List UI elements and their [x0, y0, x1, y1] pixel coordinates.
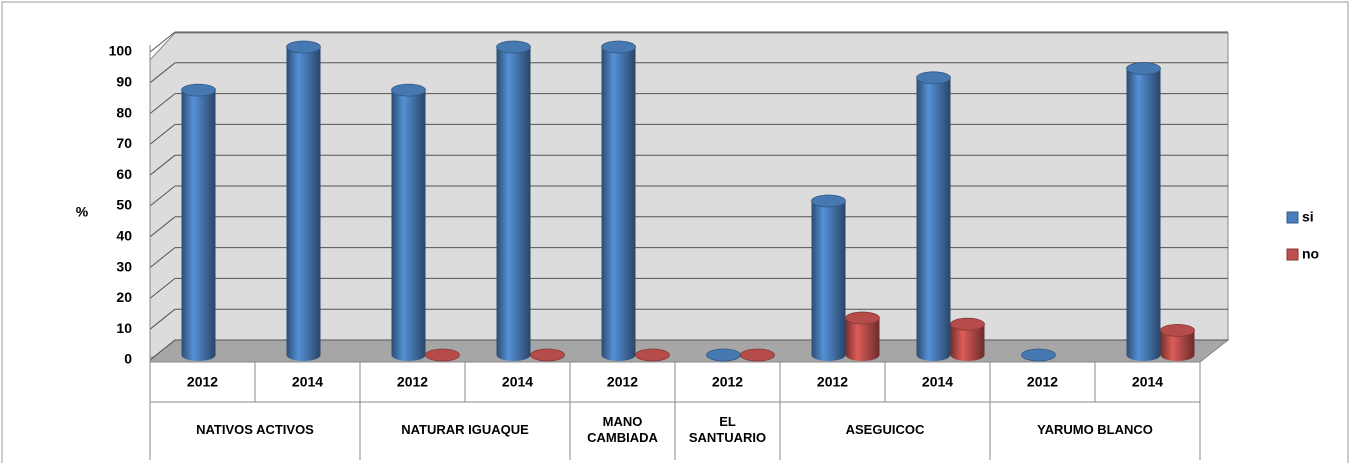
bar-part: [950, 324, 985, 361]
bar-part: [1160, 330, 1195, 361]
side-grid-line: [149, 154, 176, 176]
bar-part: [496, 40, 531, 54]
y-tick-label: 0: [124, 351, 132, 367]
bar: [286, 40, 321, 361]
bar-part: [916, 71, 951, 85]
bar-part: [950, 317, 985, 331]
x-tick-label: 2012: [187, 374, 218, 390]
bar: [1021, 348, 1056, 362]
bar-part: [1126, 62, 1161, 75]
bar-part: [181, 90, 216, 362]
bar-part: [496, 47, 531, 361]
side-grid-line: [149, 339, 176, 361]
group-label: NATIVOS ACTIVOS: [196, 422, 314, 437]
legend-swatch: [1286, 248, 1299, 261]
side-grid-line: [149, 62, 176, 84]
bar-part: [425, 348, 460, 362]
bar: [811, 194, 846, 361]
bar: [740, 348, 775, 362]
y-tick-label: 50: [116, 197, 132, 213]
x-tick-label: 2014: [1132, 374, 1163, 390]
bar: [845, 311, 880, 361]
side-grid-line: [149, 308, 176, 330]
y-tick-label: 60: [116, 166, 132, 182]
bar-part: [1160, 323, 1195, 337]
x-tick-label: 2012: [397, 374, 428, 390]
bar: [1160, 323, 1195, 361]
bar: [635, 348, 670, 362]
group-label: ASEGUICOC: [845, 422, 925, 437]
legend-swatch: [1286, 211, 1299, 224]
bar-part: [286, 47, 321, 361]
x-tick-label: 2014: [292, 374, 323, 390]
bar-part: [845, 318, 880, 361]
bar-part: [391, 90, 426, 362]
side-grid-line: [149, 31, 176, 53]
side-grid-line: [149, 124, 176, 145]
x-tick-label: 2014: [922, 374, 953, 390]
y-tick-label: 90: [116, 74, 132, 90]
bar-part: [286, 40, 321, 54]
x-tick-label: 2012: [712, 374, 743, 390]
y-tick-label: 80: [116, 104, 132, 120]
bar-part: [391, 83, 426, 97]
bar-part: [811, 194, 846, 208]
side-grid-line: [149, 278, 176, 299]
side-grid-line: [149, 216, 176, 238]
x-tick-label: 2012: [607, 374, 638, 390]
y-tick-label: 30: [116, 258, 132, 274]
bar: [181, 83, 216, 362]
bar-part: [601, 40, 636, 54]
bar: [916, 71, 951, 362]
bar-part: [845, 311, 880, 325]
side-grid-line: [149, 185, 176, 207]
bar-part: [635, 348, 670, 362]
y-tick-label: 20: [116, 289, 132, 305]
y-axis-label: %: [76, 204, 89, 220]
bar-part: [530, 348, 565, 362]
y-tick-label: 10: [116, 320, 132, 336]
x-tick-label: 2012: [1027, 374, 1058, 390]
bar: [706, 348, 741, 362]
legend-label: no: [1302, 246, 1319, 262]
bar-part: [740, 348, 775, 362]
bar: [496, 40, 531, 361]
x-tick-label: 2012: [817, 374, 848, 390]
bar-part: [916, 77, 951, 362]
group-label: EL SANTUARIO: [688, 414, 767, 445]
bar: [425, 348, 460, 362]
bar-part: [706, 348, 741, 362]
x-tick-label: 2014: [502, 374, 533, 390]
side-grid-line: [149, 93, 176, 114]
y-tick-label: 70: [116, 135, 132, 151]
bar: [950, 317, 985, 361]
side-grid-line: [149, 247, 176, 268]
y-tick-label: 40: [116, 228, 132, 244]
bar-part: [181, 83, 216, 97]
bar-part: [1126, 68, 1161, 361]
legend-label: si: [1302, 209, 1314, 225]
group-label: NATURAR IGUAQUE: [401, 422, 529, 437]
bar: [601, 40, 636, 361]
group-label: MANO CAMBIADA: [587, 414, 658, 445]
group-label: YARUMO BLANCO: [1037, 422, 1153, 437]
bar: [1126, 62, 1161, 361]
bar-part: [811, 201, 846, 361]
bar: [391, 83, 426, 362]
bar-part: [1021, 348, 1056, 362]
bar-part: [601, 47, 636, 361]
y-tick-label: 100: [109, 43, 133, 59]
bar: [530, 348, 565, 362]
